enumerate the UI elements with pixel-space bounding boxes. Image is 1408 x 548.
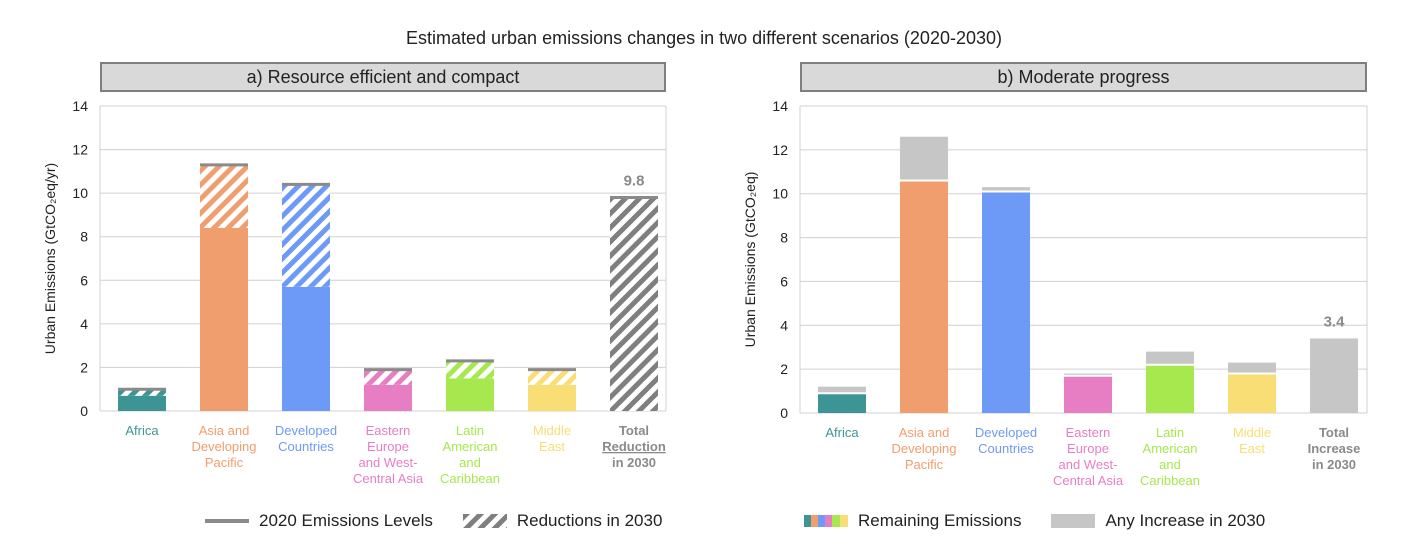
- panel-a-title: a) Resource efficient and compact: [100, 62, 666, 92]
- bar-increase: [1310, 338, 1358, 413]
- y-tick-label: 14: [772, 98, 788, 114]
- x-tick-label: Eastern Europe and West-Central Asia: [353, 423, 424, 486]
- bar-remaining: [818, 393, 866, 413]
- legend-label: Any Increase in 2030: [1105, 511, 1266, 530]
- legend-item-reductions: Reductions in 2030: [462, 511, 663, 531]
- bar-reduction: [282, 184, 330, 287]
- y-tick-label: 0: [780, 405, 788, 421]
- panel-b-title: b) Moderate progress: [800, 62, 1367, 92]
- legend-label: 2020 Emissions Levels: [259, 511, 433, 530]
- legend-panel-a: 2020 Emissions Levels Reductions in 2030: [205, 511, 692, 531]
- x-tick-label: Africa: [825, 425, 859, 440]
- x-tick-label: Total Reduction in 2030: [602, 423, 666, 470]
- bar-increase: [900, 136, 948, 181]
- legend-panel-b: Remaining Emissions Any Increase in 2030: [804, 511, 1295, 531]
- x-tick-label: Developed Countries: [975, 425, 1037, 456]
- legend-item-increase: Any Increase in 2030: [1051, 511, 1265, 531]
- y-tick-label: 14: [72, 98, 88, 114]
- y-tick-label: 6: [80, 272, 88, 288]
- line-swatch-icon: [205, 519, 249, 523]
- hatch-swatch-icon: [462, 514, 507, 528]
- bar-reduction: [364, 369, 412, 385]
- x-tick-label: Developed Countries: [275, 423, 337, 454]
- bar-remaining: [982, 191, 1030, 413]
- bar-remaining: [446, 378, 494, 411]
- bar-remaining: [200, 228, 248, 411]
- bar-reduction: [200, 164, 248, 228]
- y-tick-label: 8: [80, 229, 88, 245]
- chart-title: Estimated urban emissions changes in two…: [406, 28, 1002, 48]
- x-tick-label: Total Increase in 2030: [1308, 425, 1361, 472]
- y-axis-label: Urban Emissions (GtCO₂eq): [742, 172, 758, 348]
- bar-remaining: [282, 286, 330, 411]
- x-tick-label: Latin American and Caribbean: [440, 423, 500, 486]
- x-tick-label: Eastern Europe and West-Central Asia: [1053, 425, 1124, 488]
- bar-remaining: [364, 384, 412, 411]
- bar-reduction: [118, 389, 166, 396]
- y-tick-label: 4: [780, 317, 788, 333]
- bar-remaining: [1146, 364, 1194, 413]
- x-tick-label: Middle East: [1233, 425, 1271, 456]
- x-tick-label: Latin American and Caribbean: [1140, 425, 1200, 488]
- y-tick-label: 10: [772, 186, 788, 202]
- bar-increase: [1146, 351, 1194, 365]
- y-axis-label: Urban Emissions (GtCO₂eq/yr): [42, 163, 58, 354]
- y-tick-label: 12: [72, 142, 88, 158]
- bar-reduction: [528, 369, 576, 385]
- x-tick-label: Africa: [125, 423, 159, 438]
- bar-remaining: [900, 180, 948, 413]
- total-value-label: 9.8: [624, 173, 645, 190]
- y-tick-label: 10: [72, 185, 88, 201]
- bar-remaining: [1064, 375, 1112, 413]
- y-tick-label: 8: [780, 230, 788, 246]
- legend-label: Remaining Emissions: [858, 511, 1022, 530]
- legend-item-2020-levels: 2020 Emissions Levels: [205, 511, 433, 531]
- legend-item-remaining: Remaining Emissions: [804, 511, 1021, 531]
- y-tick-label: 2: [780, 361, 788, 377]
- y-tick-label: 2: [80, 359, 88, 375]
- bar-increase: [1228, 362, 1276, 374]
- bar-increase: [1064, 373, 1112, 376]
- gray-swatch-icon: [1051, 514, 1096, 528]
- bar-reduction: [446, 360, 494, 379]
- x-tick-label: Asia and Developing Pacific: [891, 425, 956, 472]
- total-value-label: 3.4: [1324, 313, 1346, 330]
- y-tick-label: 0: [80, 403, 88, 419]
- bar-reduction: [610, 197, 658, 411]
- legend-label: Reductions in 2030: [516, 511, 663, 530]
- x-tick-label: Middle East: [533, 423, 571, 454]
- bar-remaining: [1228, 373, 1276, 413]
- multicolor-swatch-icon: [804, 515, 848, 527]
- bar-remaining: [118, 395, 166, 411]
- bar-increase: [818, 386, 866, 394]
- y-tick-label: 12: [772, 142, 788, 158]
- bar-increase: [982, 187, 1030, 192]
- y-tick-label: 4: [80, 316, 88, 332]
- y-tick-label: 6: [780, 273, 788, 289]
- bar-remaining: [528, 384, 576, 411]
- x-tick-label: Asia and Developing Pacific: [191, 423, 256, 470]
